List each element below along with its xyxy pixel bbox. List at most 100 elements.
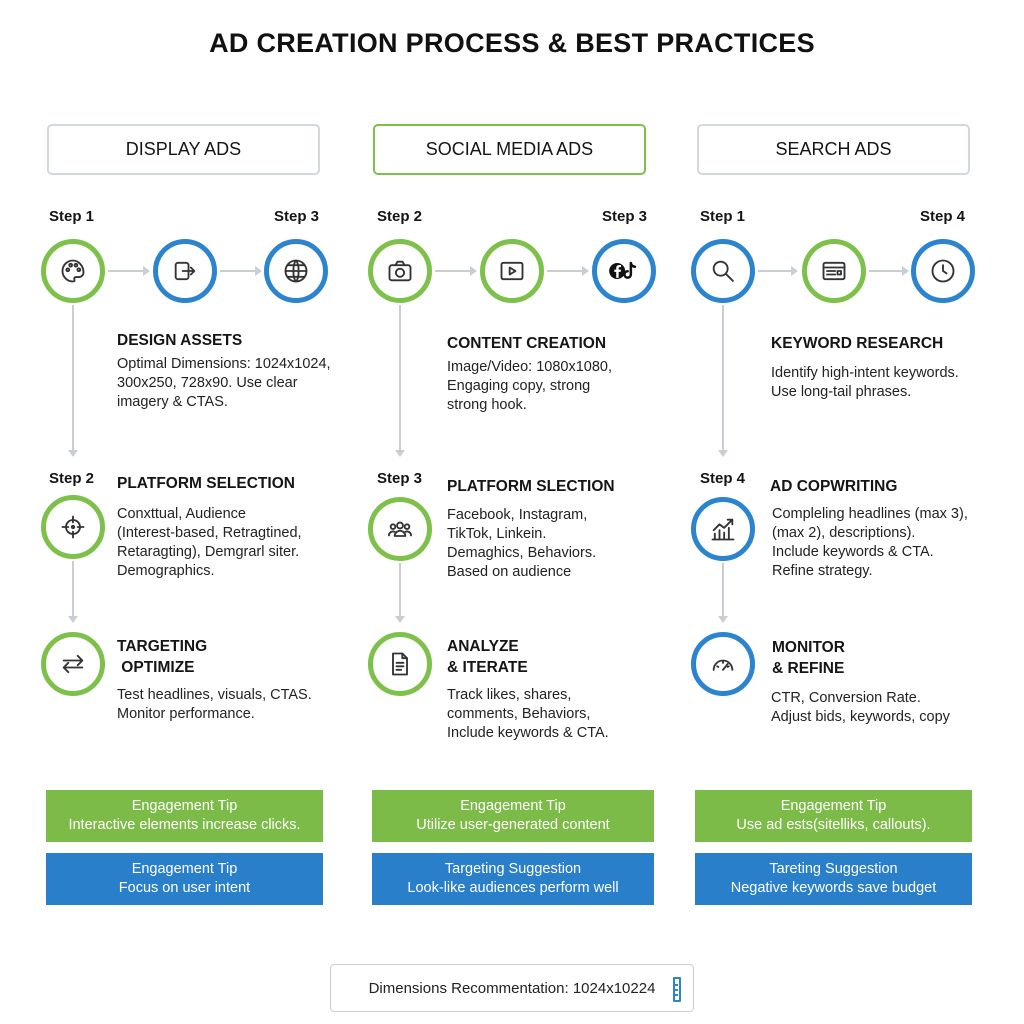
display-step-3-label: Step 3 (274, 208, 320, 225)
page-title: AD CREATION PROCESS & BEST PRACTICES (209, 28, 815, 58)
ad-browser-icon (822, 261, 846, 281)
title-line: & ITERATE (447, 659, 528, 676)
text-line: Include keywords & CTA. (447, 725, 609, 741)
search-step-4-node (911, 239, 975, 303)
tip-text: Focus on user intent (118, 880, 251, 896)
text-line: TikTok, Linkein. (447, 526, 547, 542)
text-line: Test headlines, visuals, CTAS. (117, 687, 312, 703)
display-platform-node (41, 495, 105, 559)
search-section-3-title: MONITOR & REFINE (772, 637, 845, 679)
tip-title: Engagement Tip (460, 798, 566, 814)
display-step-1-node (41, 239, 105, 303)
text-line: (max 2), descriptions). (772, 525, 916, 541)
display-flow-arrow-1 (108, 266, 150, 276)
social-section-1-body: Image/Video: 1080x1080, Engaging copy, s… (447, 358, 612, 415)
clock-icon (931, 259, 955, 283)
search-flow-arrow-1 (758, 266, 798, 276)
social-step-3-mid-label: Step 3 (377, 470, 423, 487)
crosshair-target-icon (61, 515, 85, 539)
text-line: Refine strategy. (772, 563, 873, 579)
display-section-3-body: Test headlines, visuals, CTAS. Monitor p… (117, 686, 312, 724)
search-section-1-body: Identify high-intent keywords. Use long-… (771, 364, 959, 402)
text-line: Compleling headlines (max 3), (772, 506, 968, 522)
text-line: Demaghics, Behaviors. (447, 545, 597, 561)
social-media-ads-header: SOCIAL MEDIA ADS (373, 124, 646, 175)
social-step-3-label: Step 3 (602, 208, 648, 225)
display-vertical-arrow-2 (68, 561, 78, 623)
social-engagement-tip: Engagement Tip Utilize user-generated co… (372, 790, 654, 842)
display-section-2-body: Conxttual, Audience (Interest-based, Ret… (117, 505, 302, 581)
social-section-1-title: CONTENT CREATION (447, 335, 607, 352)
text-line: Monitor performance. (117, 706, 255, 722)
text-line: Optimal Dimensions: 1024x1024, (117, 356, 331, 372)
text-line: CTR, Conversion Rate. (771, 690, 921, 706)
display-section-1-body: Optimal Dimensions: 1024x1024, 300x250, … (117, 355, 331, 412)
tip-text: Use ad ests(sitelliks, callouts). (736, 817, 931, 833)
social-vertical-arrow-2 (395, 563, 405, 623)
social-section-3-body: Track likes, shares, comments, Behaviors… (447, 686, 609, 743)
social-platform-node (368, 497, 432, 561)
text-line: Identify high-intent keywords. (771, 365, 959, 381)
social-section-2-body: Facebook, Instagram, TikTok, Linkein. De… (447, 506, 596, 582)
search-targeting-tip: Tareting Suggestion Negative keywords sa… (695, 853, 972, 905)
search-copywriting-node (691, 497, 755, 561)
tip-title: Engagement Tip (131, 798, 238, 814)
title-line: TARGETING (117, 638, 208, 655)
share-export-icon (174, 261, 196, 281)
palette-icon (61, 259, 85, 283)
social-flow-arrow-1 (435, 266, 477, 276)
social-step-2-label: Step 2 (377, 208, 423, 225)
search-vertical-arrow-2 (718, 563, 728, 623)
tip-title: Tareting Suggestion (769, 861, 898, 877)
people-group-icon (387, 521, 413, 537)
display-step-1-label: Step 1 (49, 208, 95, 225)
search-step-2-node (802, 239, 866, 303)
title-line: ANALYZE (447, 638, 519, 655)
dimensions-recommendation-text: Dimensions Recommentation: 1024x10224 (368, 979, 656, 997)
display-optimize-node (41, 632, 105, 696)
text-line: Demographics. (117, 563, 215, 579)
display-step-3-node (264, 239, 328, 303)
text-line: comments, Behaviors, (447, 706, 591, 722)
social-targeting-tip: Targeting Suggestion Look-like audiences… (372, 853, 654, 905)
search-vertical-arrow-1 (718, 305, 728, 457)
search-step-4-mid-label: Step 4 (700, 470, 746, 487)
search-ads-header: SEARCH ADS (697, 124, 970, 175)
tip-title: Targeting Suggestion (444, 861, 582, 877)
video-play-icon (500, 261, 524, 281)
search-step-1-node (691, 239, 755, 303)
ruler-icon (673, 977, 681, 1002)
social-step-2-node (480, 239, 544, 303)
display-ads-header: DISPLAY ADS (47, 124, 320, 175)
tip-title: Engagement Tip (780, 798, 887, 814)
camera-icon (388, 260, 412, 282)
tip-text: Look-like audiences perform well (407, 880, 619, 896)
display-section-1-title: DESIGN ASSETS (117, 332, 243, 349)
search-monitor-node (691, 632, 755, 696)
tip-title: Engagement Tip (131, 861, 238, 877)
display-section-2-title: PLATFORM SELECTION (117, 475, 295, 492)
display-step-2-label: Step 2 (49, 470, 95, 487)
facebook-tiktok-icon (609, 261, 637, 279)
title-line: OPTIMIZE (117, 659, 195, 676)
social-flow-arrow-2 (547, 266, 589, 276)
search-engagement-tip: Engagement Tip Use ad ests(sitelliks, ca… (695, 790, 972, 842)
text-line: Facebook, Instagram, (447, 507, 588, 523)
social-analyze-node (368, 632, 432, 696)
speedometer-icon (712, 659, 734, 671)
text-line: imagery & CTAS. (117, 394, 228, 410)
swap-arrows-icon (62, 654, 84, 674)
text-line: Image/Video: 1080x1080, (447, 359, 613, 375)
tip-text: Negative keywords save budget (730, 880, 937, 896)
search-flow-arrow-2 (869, 266, 909, 276)
social-vertical-arrow-1 (395, 305, 405, 457)
text-line: Adjust bids, keywords, copy (771, 709, 950, 725)
display-section-3-title: TARGETING OPTIMIZE (117, 636, 207, 678)
title-line: MONITOR (772, 639, 845, 656)
tip-text: Utilize user-generated content (416, 817, 610, 833)
search-section-2-title: AD COPWRITING (770, 478, 898, 495)
document-icon (392, 652, 408, 676)
magnifier-icon (712, 260, 734, 282)
search-section-1-title: KEYWORD RESEARCH (771, 335, 944, 352)
text-line: Track likes, shares, (447, 687, 572, 703)
